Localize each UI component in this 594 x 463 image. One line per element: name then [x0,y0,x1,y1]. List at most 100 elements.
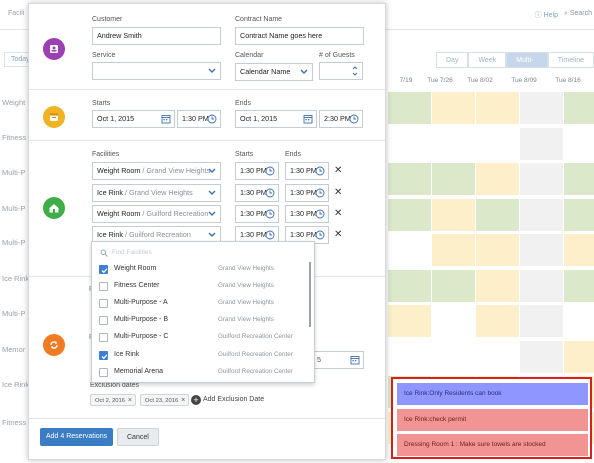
calendar-cell[interactable] [564,269,594,302]
calendar-cell[interactable] [388,269,431,302]
clock-icon[interactable] [315,188,325,198]
remove-facility-icon[interactable]: ✕ [334,208,343,219]
checkbox-checked[interactable] [99,351,108,360]
calendar-cell[interactable] [520,340,563,373]
calendar-cell[interactable] [520,198,563,231]
add-reservations-button[interactable]: Add 4 Reservations [40,428,114,446]
close-icon[interactable]: × [181,397,186,404]
exclusion-date-chip[interactable]: Oct 23, 2016 × [140,394,190,406]
calendar-cell[interactable] [432,163,475,195]
dropdown-scrollbar[interactable] [309,262,311,327]
calendar-cell[interactable] [520,92,563,124]
add-circle-icon[interactable]: + [191,395,201,405]
clock-icon[interactable] [315,166,325,176]
calendar-cell[interactable] [432,234,475,266]
calendar-icon[interactable] [350,355,360,365]
calendar-cell[interactable] [432,127,475,160]
stepper-arrows-icon[interactable] [352,65,358,77]
facility-option[interactable]: Multi-Purpose - A Grand View Heights [92,295,308,312]
calendar-cell[interactable] [564,92,594,124]
search-button[interactable]: ⌕ Search [564,10,592,18]
calendar-cell[interactable] [520,163,563,195]
facility-option[interactable]: Weight Room Grand View Heights [92,261,308,278]
calendar-cell[interactable] [564,163,594,195]
end-time-field[interactable]: 2:30 PM [319,110,363,128]
facility-select[interactable]: Weight Room / Grand View Heights [92,162,221,180]
facility-option[interactable]: Fitness Center Grand View Heights [92,278,308,295]
calendar-cell[interactable] [564,340,594,373]
guests-stepper[interactable] [319,62,363,80]
calendar-cell[interactable] [564,198,594,231]
calendar-cell[interactable] [520,269,563,302]
customer-field[interactable]: Andrew Smith [92,27,221,45]
start-time-field[interactable]: 1:30 PM [177,110,221,128]
calendar-cell[interactable] [388,198,431,231]
calendar-cell[interactable] [388,305,431,337]
calendar-cell[interactable] [564,305,594,337]
calendar-cell[interactable] [564,127,594,160]
clock-icon[interactable] [315,230,325,240]
facility-end-time[interactable]: 1:30 PM [285,205,329,223]
clock-icon[interactable] [207,114,217,124]
calendar-cell[interactable] [432,305,475,337]
add-exclusion-date-link[interactable]: Add Exclusion Date [203,396,265,403]
calendar-cell[interactable] [476,127,519,160]
calendar-cell[interactable] [432,269,475,302]
end-date-field[interactable]: Oct 1, 2015 [235,110,317,128]
clock-icon[interactable] [349,114,359,124]
tab-day[interactable]: Day [436,52,469,68]
clock-icon[interactable] [265,166,275,176]
facility-start-time[interactable]: 1:30 PM [235,205,279,223]
facility-select[interactable]: Ice Rink / Grand View Heights [92,184,221,202]
checkbox[interactable] [99,282,108,291]
tab-multi-day[interactable]: Multi-Day [506,52,548,80]
calendar-cell[interactable] [520,127,563,160]
calendar-cell[interactable] [476,340,519,373]
calendar-cell[interactable] [388,92,431,124]
start-date-field[interactable]: Oct 1, 2015 [92,110,175,128]
calendar-cell[interactable] [476,163,519,195]
help-link[interactable]: ⓘ Help [535,10,558,20]
facility-end-time[interactable]: 1:30 PM [285,184,329,202]
clock-icon[interactable] [265,188,275,198]
remove-facility-icon[interactable]: ✕ [334,165,343,176]
service-select[interactable] [92,62,221,80]
facility-option[interactable]: Memorial Arena Guilford Recreation Cente… [92,364,308,381]
cancel-button[interactable]: Cancel [117,428,159,446]
calendar-cell[interactable] [564,234,594,266]
calendar-cell[interactable] [388,163,431,195]
close-icon[interactable]: × [127,397,132,404]
remove-facility-icon[interactable]: ✕ [334,187,343,198]
calendar-cell[interactable] [476,305,519,337]
checkbox[interactable] [99,299,108,308]
recurrence-end-date-field[interactable]: 5 [312,351,364,369]
clock-icon[interactable] [315,209,325,219]
calendar-cell[interactable] [520,234,563,266]
checkbox[interactable] [99,316,108,325]
calendar-cell[interactable] [476,269,519,302]
calendar-icon[interactable] [303,114,313,124]
checkbox[interactable] [99,368,108,377]
calendar-cell[interactable] [388,340,431,373]
exclusion-date-chip[interactable]: Oct 2, 2016 × [90,394,136,406]
calendar-cell[interactable] [476,198,519,231]
calendar-cell[interactable] [388,234,431,266]
facility-option[interactable]: Multi-Purpose - C Guilford Recreation Ce… [92,329,308,346]
calendar-cell[interactable] [388,127,431,160]
facility-end-time[interactable]: 1:30 PM [285,162,329,180]
clock-icon[interactable] [265,209,275,219]
facility-option[interactable]: Ice Rink Guilford Recreation Center [92,347,308,364]
calendar-icon[interactable] [161,114,171,124]
checkbox-checked[interactable] [99,265,108,274]
calendar-cell[interactable] [432,92,475,124]
facility-start-time[interactable]: 1:30 PM [235,184,279,202]
facility-search-input[interactable]: Find Facilities [98,246,298,260]
facility-start-time[interactable]: 1:30 PM [235,162,279,180]
calendar-cell[interactable] [476,92,519,124]
contract-name-field[interactable]: Contract Name goes here [235,27,364,45]
facility-option[interactable]: Multi-Purpose - B Grand View Heights [92,312,308,329]
clock-icon[interactable] [265,230,275,240]
calendar-cell[interactable] [476,234,519,266]
tab-week[interactable]: Week [468,52,507,68]
tab-timeline[interactable]: Timeline [547,52,594,68]
